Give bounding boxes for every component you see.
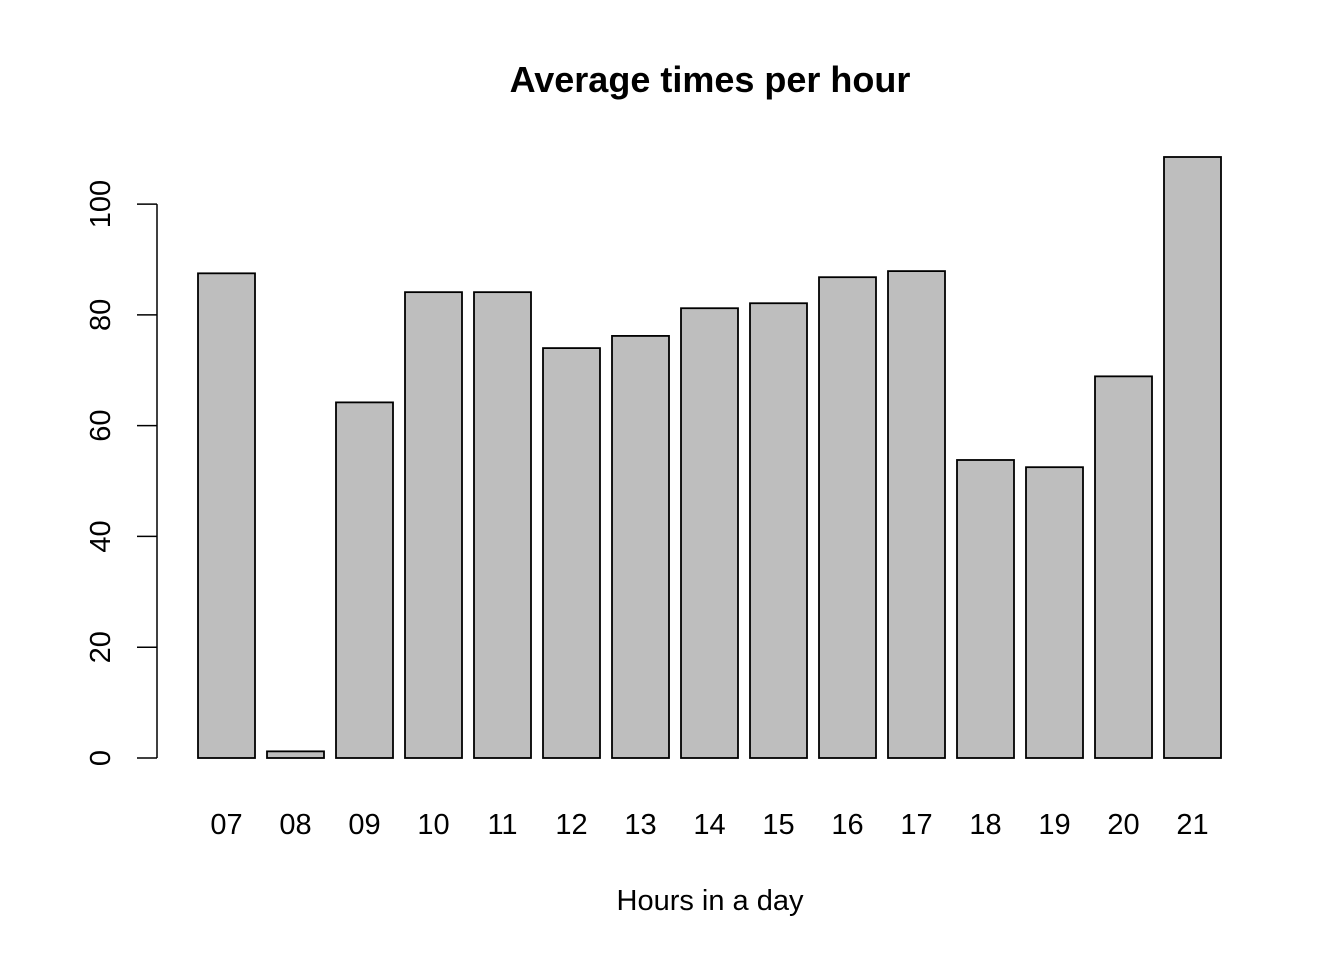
x-tick-labels: 07 08 09 10 11 12 13 14 15 16 17 18 19 20 21 <box>210 809 1208 841</box>
y-tick-label: 0 <box>85 750 117 766</box>
bar-11 <box>473 291 532 759</box>
x-tick-label-13: 13 <box>624 809 656 841</box>
x-tick-label-12: 12 <box>555 809 587 841</box>
bar-13 <box>611 335 670 759</box>
bar-19 <box>1025 466 1084 759</box>
x-tick-label-10: 10 <box>417 809 449 841</box>
bar-17 <box>887 270 946 759</box>
x-tick-label-11: 11 <box>487 809 517 841</box>
bar-21 <box>1163 156 1222 759</box>
bar-18 <box>956 459 1015 759</box>
bar-20 <box>1094 375 1153 759</box>
bars-group <box>197 156 1222 759</box>
bar-09 <box>335 401 394 759</box>
x-tick-label-16: 16 <box>831 809 863 841</box>
x-tick-label-20: 20 <box>1107 809 1139 841</box>
chart-title: Average times per hour <box>510 59 911 100</box>
bar-15 <box>749 302 808 759</box>
x-tick-label-21: 21 <box>1176 809 1208 841</box>
y-axis: 0 20 40 60 80 100 <box>85 180 158 766</box>
x-tick-label-09: 09 <box>348 809 380 841</box>
x-tick-label-14: 14 <box>693 809 725 841</box>
x-tick-label-19: 19 <box>1038 809 1070 841</box>
x-tick-label-17: 17 <box>900 809 932 841</box>
bar-16 <box>818 276 877 759</box>
x-tick-label-08: 08 <box>279 809 311 841</box>
x-tick-label-07: 07 <box>210 809 242 841</box>
y-tick-label: 60 <box>85 410 117 442</box>
x-tick-label-18: 18 <box>969 809 1001 841</box>
bar-10 <box>404 291 463 759</box>
bar-12 <box>542 347 601 759</box>
bar-08 <box>266 750 325 759</box>
bar-07 <box>197 272 256 759</box>
y-tick-label: 100 <box>85 180 117 228</box>
x-tick-label-15: 15 <box>762 809 794 841</box>
bar-14 <box>680 307 739 759</box>
y-tick-label: 80 <box>85 299 117 331</box>
y-tick-label: 40 <box>85 520 117 552</box>
x-axis-label: Hours in a day <box>617 885 804 917</box>
y-tick-label: 20 <box>85 631 117 663</box>
